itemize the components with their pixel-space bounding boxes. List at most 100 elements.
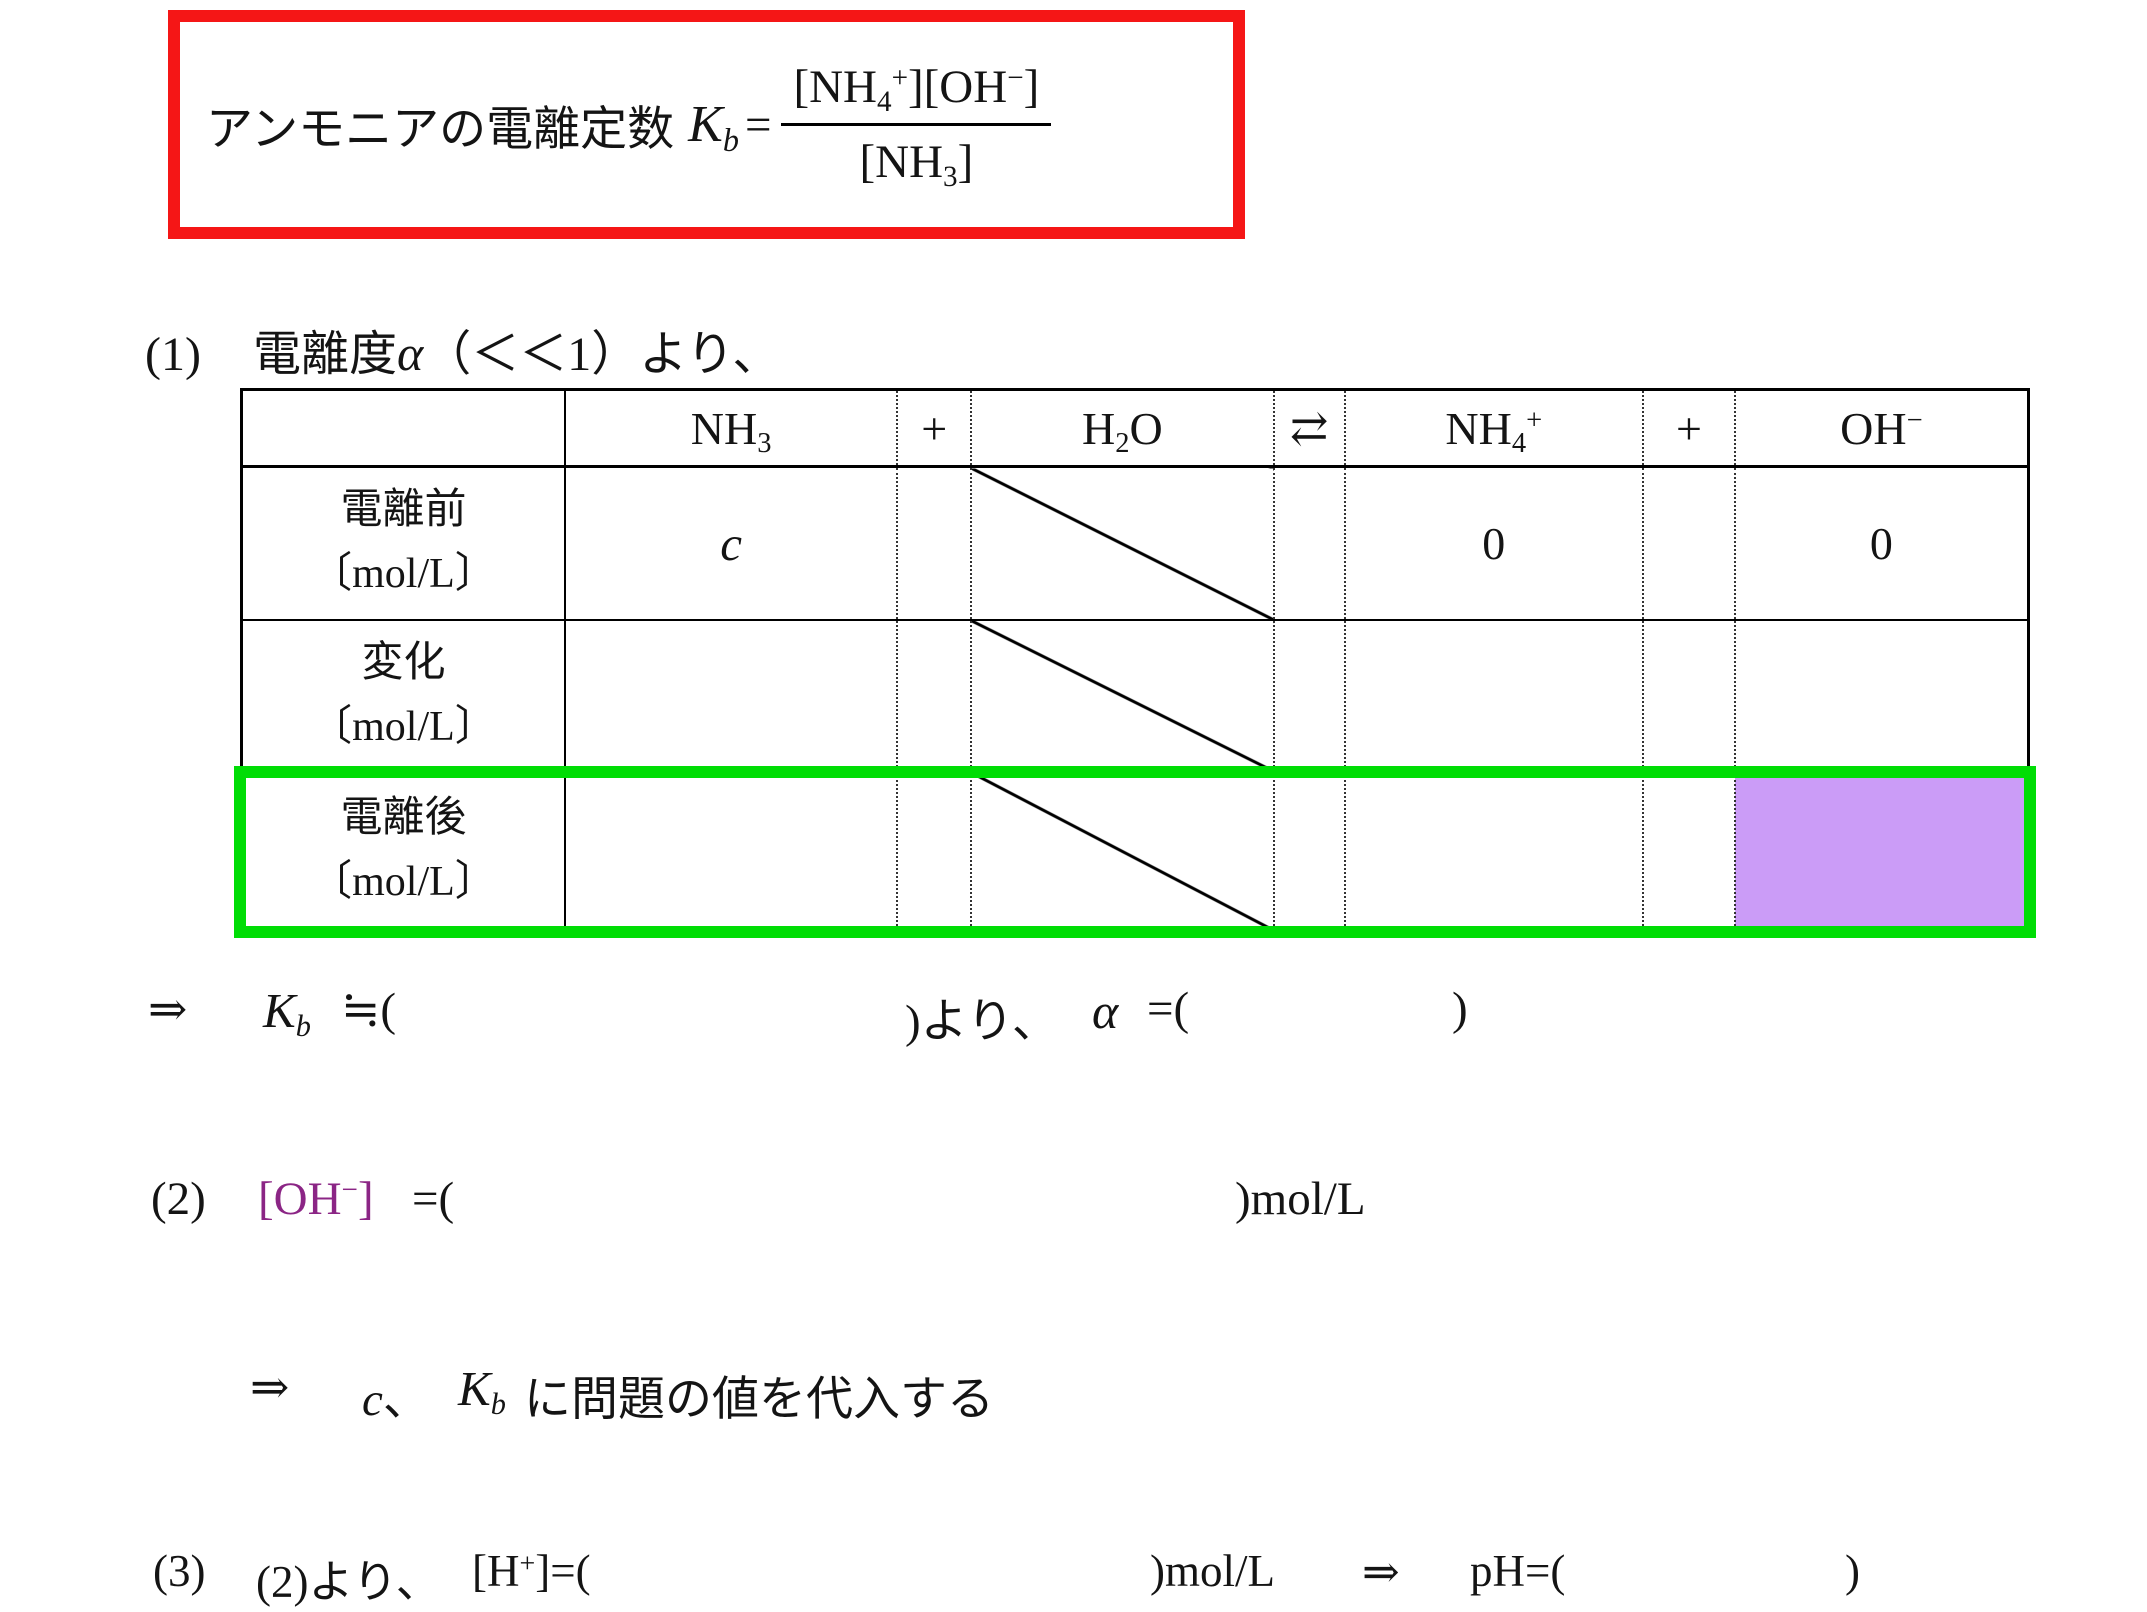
cell-before-nh4: 0 xyxy=(1343,466,1643,620)
kb-subscript: b xyxy=(295,1009,311,1044)
h2o-sub: 2 xyxy=(1115,428,1130,460)
answer-blank-kb-open: ≒( xyxy=(341,984,397,1036)
row-label-change: 変化〔mol/L〕 xyxy=(241,618,566,772)
answer-blank-alpha-close: ) xyxy=(1452,983,1468,1035)
fraction-numerator: [NH4+][OH−] xyxy=(781,60,1052,126)
row-label-text: 電離後 xyxy=(340,795,467,842)
oh-open: [OH xyxy=(258,1173,342,1225)
oh-formula: OH xyxy=(1840,402,1907,454)
cell-after-plus1 xyxy=(896,770,972,932)
h-concentration-label: [H+]=( xyxy=(472,1545,591,1597)
section-1-text: 電離度 xyxy=(252,328,397,381)
den-part2: ] xyxy=(957,136,974,188)
kb-subscript: b xyxy=(490,1387,506,1422)
answer-blank-oh-open: =( xyxy=(412,1173,455,1225)
kb-fraction: [NH4+][OH−] [NH3] xyxy=(781,60,1052,191)
cell-after-plus2 xyxy=(1642,770,1735,932)
header-h2o: H2O xyxy=(970,389,1274,468)
header-plus-1: + xyxy=(896,389,972,468)
nh4-sub: 4 xyxy=(1511,428,1527,460)
cell-after-nh3 xyxy=(564,770,898,932)
cell-before-equil xyxy=(1272,466,1345,620)
section-3-number: (3) xyxy=(153,1546,206,1596)
plus-sign: + xyxy=(1675,402,1702,454)
nh3-sub: 3 xyxy=(757,428,772,460)
cell-change-h2o-diagonal xyxy=(970,618,1274,772)
table-header-row: NH3 + H2O ⇄ NH4+ + OH− xyxy=(241,389,2029,468)
cell-before-plus2 xyxy=(1642,466,1735,620)
num-sup-plus: + xyxy=(891,62,908,95)
cell-change-equil xyxy=(1272,618,1345,772)
c-italic: c xyxy=(362,1374,383,1426)
h2o-o: O xyxy=(1129,402,1163,454)
cell-after-h2o-diagonal xyxy=(970,770,1274,932)
cell-before-oh: 0 xyxy=(1733,466,2029,620)
ionization-table: NH3 + H2O ⇄ NH4+ + OH− 電離前 〔mol/L〕 c 0 0 … xyxy=(240,388,2030,933)
h2o-formula: H xyxy=(1082,402,1116,454)
alpha-symbol: α xyxy=(396,325,424,381)
section-3-line: (3) (2)より、 [H+]=( )mol/L ⇒ pH=( ) xyxy=(0,1545,2147,1612)
answer-blank-h-close: )mol/L xyxy=(1150,1546,1275,1596)
substitution-note-line: ⇒ c、 Kb に問題の値を代入する xyxy=(0,1360,2147,1440)
answer-blank-ph-close: ) xyxy=(1845,1546,1860,1596)
value-zero: 0 xyxy=(1482,517,1506,569)
row-before-ionization: 電離前〔mol/L〕 c 0 0 xyxy=(241,466,2029,620)
section-1-heading: (1) 電離度α（＜＜1）より、 xyxy=(145,314,780,384)
row-label-text: 電離前 xyxy=(340,487,467,534)
cell-change-nh4 xyxy=(1343,618,1643,772)
row-label-unit: 〔mol/L〕 xyxy=(310,703,497,750)
ph-label: pH=( xyxy=(1470,1546,1566,1596)
oh-concentration-label: [OH−] xyxy=(258,1172,374,1226)
implies-arrow-icon: ⇒ xyxy=(250,1362,290,1414)
cell-after-nh4 xyxy=(1343,770,1643,932)
cell-before-nh3: c xyxy=(565,467,897,620)
answer-blank-oh-close: )mol/L xyxy=(1235,1173,1366,1225)
den-sub3: 3 xyxy=(943,160,958,193)
value-zero: 0 xyxy=(1869,517,1893,569)
header-nh4: NH4+ xyxy=(1343,389,1643,468)
answer-blank-alpha-open: =( xyxy=(1147,983,1190,1035)
c-symbol: c、 xyxy=(362,1360,430,1429)
nh3-formula: NH xyxy=(690,402,758,454)
kb-symbol: Kb xyxy=(263,982,311,1041)
cell-before-h2o-diagonal xyxy=(970,466,1274,620)
row-after-ionization: 電離後〔mol/L〕 xyxy=(241,770,2029,932)
oh-close: ] xyxy=(357,1173,374,1225)
section-2-number: (2) xyxy=(151,1173,206,1225)
row-label-text: 変化 xyxy=(361,639,446,686)
kb-symbol: Kb xyxy=(458,1360,506,1419)
highlighted-answer-cell xyxy=(1733,770,2029,932)
kb-subscript: b xyxy=(722,121,739,158)
equilibrium-arrow-icon: ⇄ xyxy=(1289,403,1329,454)
kb-k: K xyxy=(263,983,296,1038)
plus-sign: + xyxy=(921,402,948,454)
num-part2: ][OH xyxy=(908,61,1008,113)
nh4-sup: + xyxy=(1526,405,1543,437)
alpha-symbol: α xyxy=(1092,983,1119,1039)
row-label-unit: 〔mol/L〕 xyxy=(310,551,497,598)
num-sub4: 4 xyxy=(877,85,892,118)
cell-change-plus1 xyxy=(896,618,972,772)
formula-highlight-box: アンモニアの電離定数 Kb = [NH4+][OH−] [NH3] xyxy=(168,10,1245,239)
row-label-unit: 〔mol/L〕 xyxy=(310,859,497,906)
num-part3: ] xyxy=(1023,61,1040,113)
cell-before-plus1 xyxy=(896,466,972,620)
answer-blank-kb-close: )より、 xyxy=(905,996,1059,1048)
reference-to-2: (2)より、 xyxy=(256,1557,441,1607)
h-close-equals: ]=( xyxy=(535,1546,591,1596)
comma: 、 xyxy=(382,1374,430,1426)
h-sup: + xyxy=(519,1548,536,1580)
h-open: [H xyxy=(472,1546,520,1596)
cell-after-equil xyxy=(1272,770,1345,932)
equals-sign: = xyxy=(744,98,772,151)
formula-title: アンモニアの電離定数 xyxy=(206,104,675,156)
header-empty-cell xyxy=(241,389,566,468)
row-change: 変化〔mol/L〕 xyxy=(241,618,2029,772)
substitution-note-text: に問題の値を代入する xyxy=(524,1374,994,1426)
den-part1: [NH xyxy=(859,136,944,188)
nh4-formula: NH xyxy=(1445,402,1512,454)
row-label-after: 電離後〔mol/L〕 xyxy=(241,770,566,932)
num-sup-minus: − xyxy=(1007,62,1024,95)
section-1-condition: （＜＜1）より、 xyxy=(423,328,781,381)
